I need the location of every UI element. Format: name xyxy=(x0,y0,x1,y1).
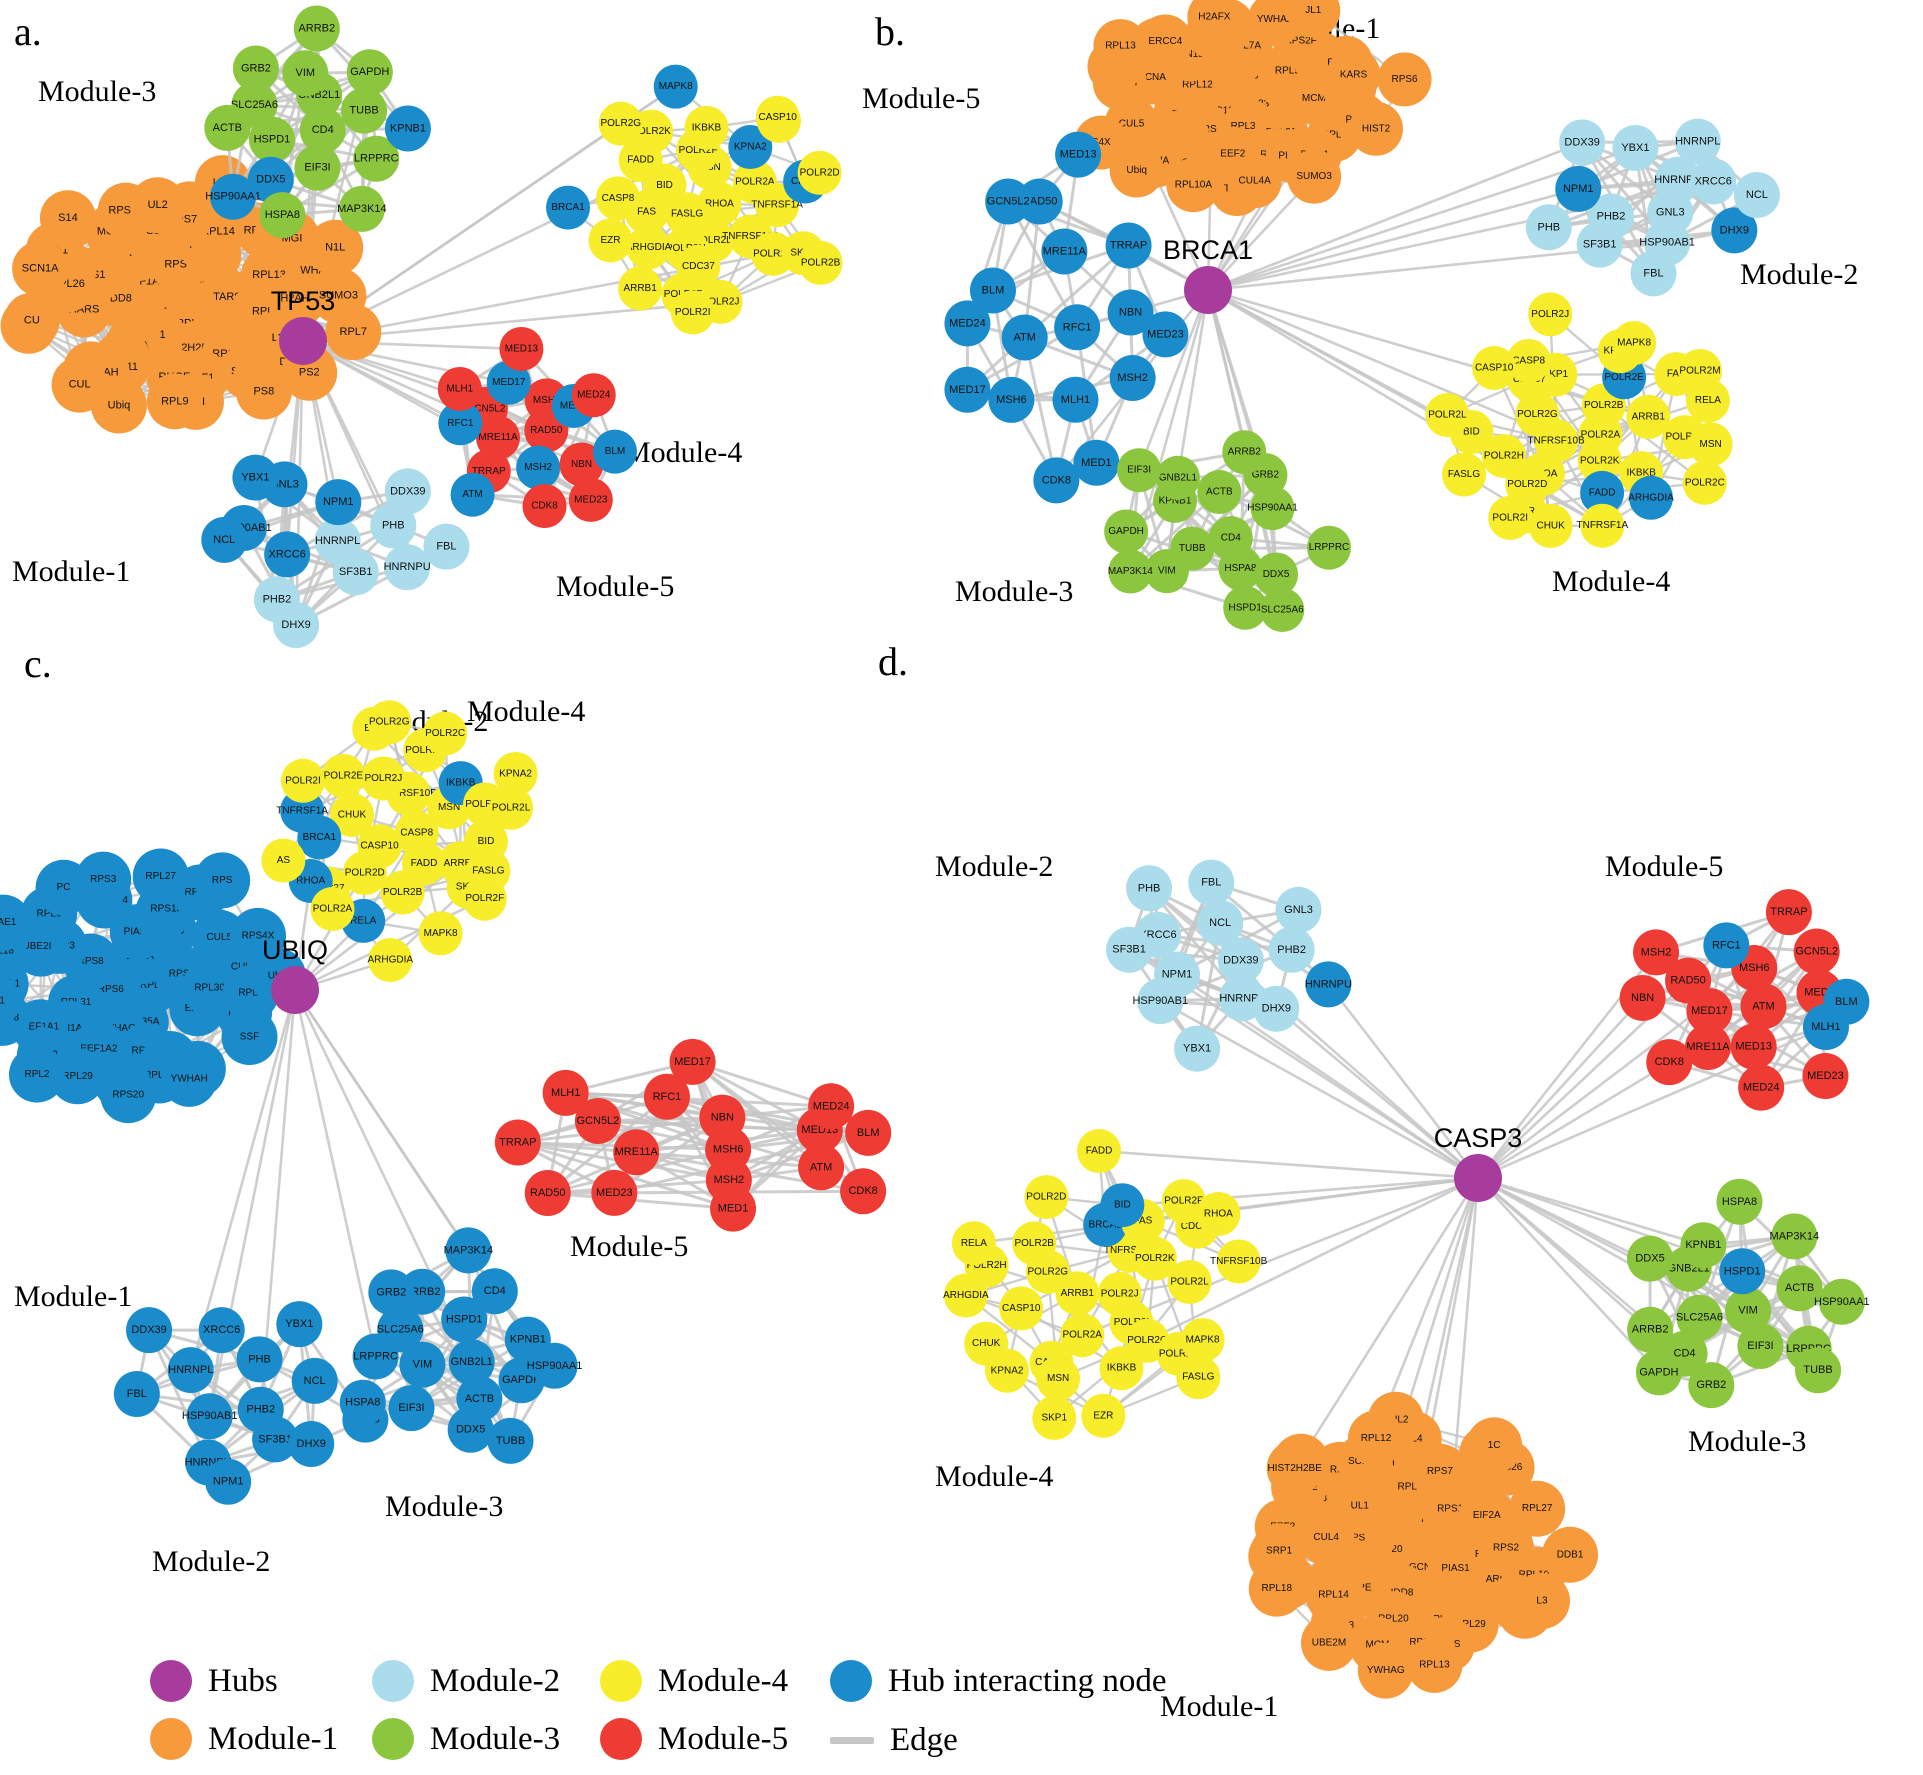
panel-b-module-5-label: Module-5 xyxy=(862,82,981,115)
panel-d-module-2-label: Module-2 xyxy=(935,850,1054,883)
panel-d-module-1-label: Module-1 xyxy=(1160,1690,1279,1723)
hub-interacting-node-color-swatch xyxy=(830,1660,872,1702)
legend-item-edge: Edge xyxy=(830,1722,958,1759)
module-1-color-swatch xyxy=(150,1718,192,1760)
legend-label-module-3: Module-3 xyxy=(430,1720,561,1757)
panel-d-module-5-label: Module-5 xyxy=(1605,850,1724,883)
panel-d-module-4-label: Module-4 xyxy=(935,1460,1054,1493)
panel-c-module-2-label: Module-2 xyxy=(152,1545,271,1578)
panel-b-module-2-label: Module-2 xyxy=(1740,258,1859,291)
panel-c-module-4-label: Module-4 xyxy=(467,695,586,728)
module-2-color-swatch xyxy=(372,1660,414,1702)
edge-line-swatch xyxy=(830,1737,874,1744)
panel-a-module-3-label: Module-3 xyxy=(38,75,157,108)
panel-c-module-5-label: Module-5 xyxy=(570,1230,689,1263)
legend-item-module-3: Module-3 xyxy=(372,1718,560,1760)
panel-b-module-4-label: Module-4 xyxy=(1552,565,1671,598)
legend-item-hub-interacting-node: Hub interacting node xyxy=(830,1660,1167,1702)
legend-label-module-5: Module-5 xyxy=(658,1720,789,1757)
legend-item-hubs: Hubs xyxy=(150,1660,278,1702)
panel-letter-a: a. xyxy=(14,9,42,54)
legend-label-module-4: Module-4 xyxy=(658,1662,789,1699)
module-5-color-swatch xyxy=(600,1718,642,1760)
panel-a-module-5-label: Module-5 xyxy=(556,570,675,603)
module-3-color-swatch xyxy=(372,1718,414,1760)
legend-label-module-1: Module-1 xyxy=(208,1720,339,1757)
legend-label-edge: Edge xyxy=(890,1722,958,1758)
panel-c-module-1-label: Module-1 xyxy=(14,1280,133,1313)
legend-label-hubs: Hubs xyxy=(208,1662,278,1699)
panel-b-module-3-label: Module-3 xyxy=(955,575,1074,608)
legend-item-module-5: Module-5 xyxy=(600,1718,788,1760)
legend: Hubs Module-1 Module-2 Module-3 Module-4… xyxy=(150,1660,1250,1770)
legend-label-hub-interacting-node: Hub interacting node xyxy=(888,1662,1167,1699)
panel-a-module-1-label: Module-1 xyxy=(12,555,131,588)
legend-item-module-4: Module-4 xyxy=(600,1660,788,1702)
panel-letter-c: c. xyxy=(24,641,52,686)
module-4-color-swatch xyxy=(600,1660,642,1702)
legend-item-module-1: Module-1 xyxy=(150,1718,338,1760)
panel-letter-b: b. xyxy=(875,9,905,54)
legend-label-module-2: Module-2 xyxy=(430,1662,561,1699)
panel-c-module-3-label: Module-3 xyxy=(385,1490,504,1523)
panel-letter-d: d. xyxy=(878,639,908,684)
hubs-color-swatch xyxy=(150,1660,192,1702)
panel-d-module-3-label: Module-3 xyxy=(1688,1425,1807,1458)
legend-item-module-2: Module-2 xyxy=(372,1660,560,1702)
panel-a-module-4-label: Module-4 xyxy=(624,436,743,469)
